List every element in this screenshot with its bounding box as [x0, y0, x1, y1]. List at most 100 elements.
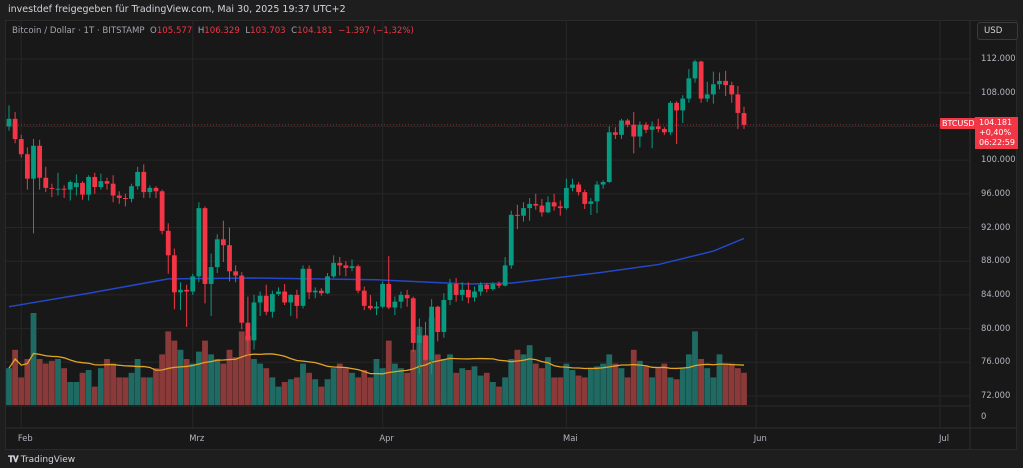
- price-tick-label: 88.000: [981, 255, 1011, 266]
- volume-bar: [214, 359, 221, 405]
- volume-bar: [600, 363, 607, 405]
- candle-body: [533, 203, 539, 206]
- volume-bar: [97, 368, 104, 405]
- candle-body: [374, 306, 379, 309]
- price-tick-label: 84.000: [981, 288, 1011, 299]
- volume-bar: [300, 363, 306, 405]
- candle-body: [159, 191, 165, 231]
- volume-bar: [496, 386, 502, 405]
- symbol-description[interactable]: Bitcoin / Dollar · 1T · BITSTAMP: [12, 26, 145, 36]
- price-tick-label: 80.000: [981, 322, 1011, 333]
- volume-bar: [122, 377, 129, 405]
- price-tick-label: 108.000: [981, 86, 1016, 97]
- volume-bar: [73, 382, 80, 405]
- candle-body: [514, 214, 520, 216]
- volume-bar: [459, 368, 466, 405]
- candle-body: [447, 283, 453, 300]
- volume-bar: [195, 351, 202, 405]
- candle-body: [600, 182, 606, 185]
- candle-body: [300, 268, 306, 306]
- volume-bar: [61, 368, 68, 405]
- volume-bar: [391, 363, 398, 405]
- candle-body: [668, 102, 673, 133]
- footer: [0, 450, 1023, 468]
- candle-body: [37, 145, 43, 178]
- candle-body: [490, 283, 496, 290]
- volume-bar: [483, 372, 490, 405]
- volume-bar: [220, 363, 227, 405]
- candle-body: [723, 80, 729, 86]
- volume-bar: [208, 354, 215, 405]
- candle-body: [527, 203, 533, 209]
- tradingview-logo[interactable]: 𝐓𝐕 TradingView: [8, 455, 75, 465]
- volume-bar: [24, 359, 31, 405]
- candle-body: [423, 335, 428, 360]
- candle-body: [31, 145, 36, 179]
- volume-bar: [183, 359, 190, 405]
- candle-body: [331, 262, 337, 277]
- volume-bar: [667, 377, 674, 405]
- volume-bar: [557, 377, 564, 405]
- candle-body: [67, 182, 73, 190]
- candle-body: [661, 128, 667, 133]
- volume-bar: [104, 359, 110, 405]
- candle-body: [110, 183, 116, 196]
- price-tick-label: 72.000: [981, 390, 1011, 400]
- candle-body: [643, 124, 649, 130]
- candle-body: [141, 171, 147, 193]
- candle-body: [153, 187, 159, 192]
- candle-body: [178, 289, 183, 293]
- volume-bar: [734, 368, 741, 405]
- candle-body: [551, 202, 557, 207]
- volume-bar: [293, 377, 300, 405]
- open-value: 105.577: [156, 26, 193, 36]
- currency-button[interactable]: USD: [977, 22, 1018, 40]
- candle-body: [612, 132, 618, 135]
- candle-body: [251, 302, 257, 341]
- candle-body: [484, 284, 490, 290]
- volume-bar: [410, 349, 417, 405]
- volume-bar: [349, 372, 355, 405]
- candle-body: [55, 188, 61, 190]
- candle-body: [594, 184, 600, 202]
- volume-bar: [146, 377, 153, 405]
- candle-body: [86, 176, 92, 195]
- candle-body: [416, 335, 422, 343]
- candle-body: [190, 276, 196, 292]
- volume-bar: [36, 359, 43, 405]
- volume-bar: [361, 370, 368, 405]
- volume-bar: [685, 354, 692, 405]
- last-price: 104.181: [979, 118, 1013, 127]
- close-value: 104.181: [297, 26, 333, 36]
- volume-bar: [128, 372, 135, 405]
- volume-bar: [538, 368, 545, 405]
- candle-body: [386, 283, 392, 308]
- volume-bar: [661, 363, 668, 405]
- candle-body: [73, 182, 79, 188]
- candle-body: [129, 186, 134, 199]
- volume-bar: [67, 382, 74, 405]
- candle-body: [619, 120, 624, 135]
- candle-body: [508, 214, 514, 266]
- low-label: L: [245, 26, 251, 36]
- volume-bar: [232, 357, 239, 405]
- volume-bar: [575, 375, 582, 405]
- close-label: C: [291, 26, 298, 36]
- volume-bar: [275, 386, 282, 405]
- price-tick-label: 100.000: [981, 154, 1016, 165]
- volume-bar: [153, 368, 159, 405]
- last-change: +0,40%: [979, 128, 1012, 137]
- symbol-price-tag: BTCUSD: [940, 118, 977, 129]
- candle-body: [349, 266, 355, 268]
- volume-bar: [606, 354, 613, 405]
- volume-bar: [581, 377, 588, 405]
- volume-bar: [404, 372, 411, 405]
- volume-bar: [312, 379, 319, 405]
- candle-body: [741, 113, 747, 125]
- volume-bar: [508, 359, 515, 405]
- price-tick-label: 112.000: [981, 53, 1016, 63]
- candle-body: [43, 177, 49, 188]
- candle-body: [288, 294, 294, 303]
- last-price-box: 104.181 +0,40% 06:22:59: [975, 117, 1018, 149]
